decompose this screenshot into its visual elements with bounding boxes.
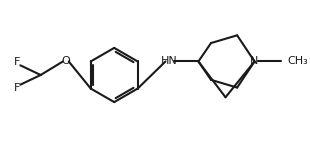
Text: O: O bbox=[61, 56, 70, 66]
Text: HN: HN bbox=[161, 56, 178, 66]
Text: F: F bbox=[14, 57, 20, 67]
Text: N: N bbox=[250, 56, 259, 66]
Text: F: F bbox=[14, 83, 20, 93]
Text: CH₃: CH₃ bbox=[287, 56, 308, 66]
